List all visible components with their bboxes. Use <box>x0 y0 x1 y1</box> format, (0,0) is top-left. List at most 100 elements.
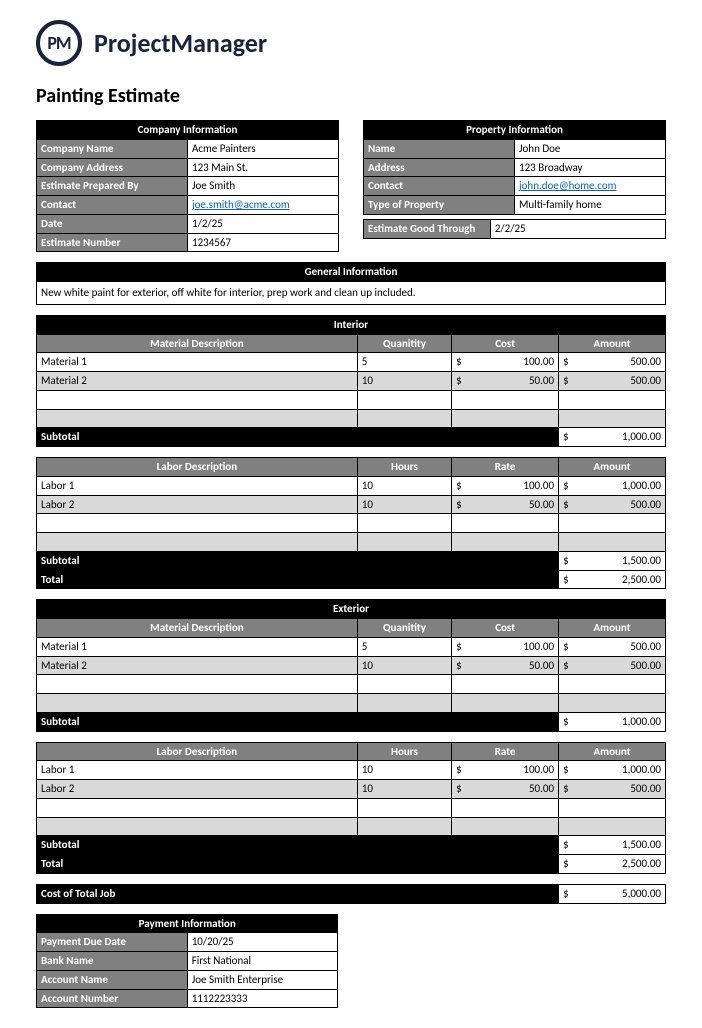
exterior-materials-table: ExteriorMaterial DescriptionQuanitityCos… <box>36 599 666 731</box>
amount-cell: $500.00 <box>559 637 666 656</box>
amount-cell: $100.00 <box>452 637 559 656</box>
property-row-link[interactable]: john.doe@home.com <box>519 179 616 192</box>
table-row: Labor 210$50.00$500.00 <box>37 780 666 799</box>
data-cell: 10 <box>357 476 451 495</box>
payment-row-value: 1112223333 <box>187 989 338 1008</box>
table-row: Labor 110$100.00$1,000.00 <box>37 476 666 495</box>
company-card: Company Information Company NameAcme Pai… <box>36 120 339 252</box>
table-row <box>37 533 666 552</box>
col-header: Quanitity <box>357 334 451 353</box>
amount-cell: $500.00 <box>559 372 666 391</box>
amount-cell: $500.00 <box>559 656 666 675</box>
property-row-label: Contact <box>364 177 515 196</box>
payment-card: Payment Information Payment Due Date10/2… <box>36 914 338 1009</box>
payment-row-value: First National <box>187 952 338 971</box>
brand-logo-icon: PM <box>36 20 82 66</box>
exterior-labor-table: Labor DescriptionHoursRateAmountLabor 11… <box>36 742 666 874</box>
table-row <box>37 798 666 817</box>
property-row-value: Multi-family home <box>515 196 666 215</box>
company-row-link[interactable]: joe.smith@acme.com <box>192 198 290 211</box>
company-row-label: Company Address <box>37 158 188 177</box>
table-row: Material 210$50.00$500.00 <box>37 656 666 675</box>
col-header: Cost <box>452 334 559 353</box>
amount-cell: $50.00 <box>452 656 559 675</box>
data-cell: 10 <box>357 656 451 675</box>
data-cell: 10 <box>357 761 451 780</box>
good-through-value: 2/2/25 <box>490 219 665 238</box>
total-row: Total$2,500.00 <box>37 855 666 874</box>
interior-section-header: Interior <box>37 315 666 334</box>
payment-row-label: Account Name <box>37 970 188 989</box>
col-header: Hours <box>357 458 451 477</box>
brand-name: ProjectManager <box>94 27 267 59</box>
data-cell: Material 1 <box>37 353 358 372</box>
table-row <box>37 390 666 409</box>
amount-cell: $500.00 <box>559 780 666 799</box>
payment-section-header: Payment Information <box>37 914 338 933</box>
table-row <box>37 817 666 836</box>
company-row-label: Estimate Prepared By <box>37 177 188 196</box>
data-cell: 5 <box>357 637 451 656</box>
interior-labor-table: Labor DescriptionHoursRateAmountLabor 11… <box>36 457 666 589</box>
cost-total-label: Cost of Total Job <box>37 884 559 903</box>
data-cell: Material 2 <box>37 372 358 391</box>
table-row <box>37 675 666 694</box>
property-section-header: Property Information <box>364 121 666 140</box>
general-info: General Information New white paint for … <box>36 262 666 305</box>
amount-cell: $50.00 <box>452 780 559 799</box>
page-title: Painting Estimate <box>36 84 666 108</box>
amount-cell: $100.00 <box>452 761 559 780</box>
payment-row-value: Joe Smith Enterprise <box>187 970 338 989</box>
brand-header: PM ProjectManager <box>36 20 666 66</box>
col-header: Labor Description <box>37 458 358 477</box>
property-row-value: 123 Broadway <box>515 158 666 177</box>
company-row-value: 1/2/25 <box>188 214 339 233</box>
table-row: Material 15$100.00$500.00 <box>37 353 666 372</box>
cost-total-value: $5,000.00 <box>559 884 666 903</box>
company-row-label: Company Name <box>37 139 188 158</box>
amount-cell: $50.00 <box>452 372 559 391</box>
amount-cell: $100.00 <box>452 476 559 495</box>
data-cell: Labor 2 <box>37 495 358 514</box>
general-heading: General Information <box>37 263 666 282</box>
amount-cell: $50.00 <box>452 495 559 514</box>
table-row: Material 15$100.00$500.00 <box>37 637 666 656</box>
data-cell: Material 1 <box>37 637 358 656</box>
property-card: Property Information NameJohn DoeAddress… <box>363 120 666 252</box>
company-row-label: Contact <box>37 196 188 215</box>
property-row-value[interactable]: john.doe@home.com <box>515 177 666 196</box>
property-row-label: Type of Property <box>364 196 515 215</box>
data-cell: 10 <box>357 780 451 799</box>
amount-cell: $500.00 <box>559 353 666 372</box>
general-text: New white paint for exterior, off white … <box>37 282 666 305</box>
amount-cell: $500.00 <box>559 495 666 514</box>
cost-total-row: Cost of Total Job $5,000.00 <box>36 884 666 904</box>
company-row-label: Date <box>37 214 188 233</box>
col-header: Material Description <box>37 334 358 353</box>
property-row-label: Address <box>364 158 515 177</box>
amount-cell: $1,000.00 <box>559 761 666 780</box>
amount-cell: $1,000.00 <box>559 476 666 495</box>
amount-cell: $100.00 <box>452 353 559 372</box>
col-header: Amount <box>559 458 666 477</box>
subtotal-row: Subtotal$1,500.00 <box>37 836 666 855</box>
col-header: Rate <box>452 742 559 761</box>
col-header: Cost <box>452 619 559 638</box>
data-cell: Material 2 <box>37 656 358 675</box>
property-row-value: John Doe <box>515 139 666 158</box>
col-header: Amount <box>559 742 666 761</box>
data-cell: 10 <box>357 372 451 391</box>
table-row <box>37 694 666 713</box>
table-row: Labor 110$100.00$1,000.00 <box>37 761 666 780</box>
exterior-section-header: Exterior <box>37 600 666 619</box>
company-row-value[interactable]: joe.smith@acme.com <box>188 196 339 215</box>
data-cell: 5 <box>357 353 451 372</box>
payment-row-label: Account Number <box>37 989 188 1008</box>
subtotal-row: Subtotal$1,500.00 <box>37 551 666 570</box>
company-row-label: Estimate Number <box>37 233 188 252</box>
info-columns: Company Information Company NameAcme Pai… <box>36 120 666 252</box>
col-header: Hours <box>357 742 451 761</box>
subtotal-row: Subtotal$1,000.00 <box>37 712 666 731</box>
data-cell: 10 <box>357 495 451 514</box>
payment-row-label: Payment Due Date <box>37 933 188 952</box>
